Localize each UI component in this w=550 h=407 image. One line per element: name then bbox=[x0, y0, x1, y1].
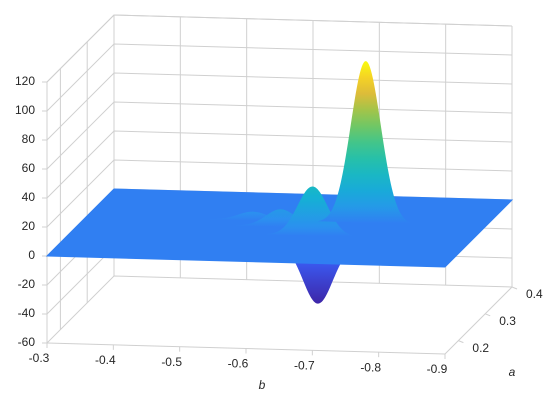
x-tick-label: -0.5 bbox=[161, 355, 182, 369]
x-tick-label: -0.8 bbox=[360, 360, 381, 374]
z-tick-label: 0 bbox=[28, 248, 35, 262]
surface-peak bbox=[317, 61, 414, 224]
z-tick-label: 60 bbox=[22, 161, 36, 175]
z-tick-label: 20 bbox=[22, 219, 36, 233]
surface-peak bbox=[264, 186, 361, 237]
x-tick-label: -0.4 bbox=[95, 353, 116, 367]
y-tick-label: 0.3 bbox=[499, 314, 516, 328]
y-tick-label: 0.2 bbox=[472, 341, 489, 355]
z-tick-label: -40 bbox=[18, 306, 36, 320]
x-tick-label: -0.7 bbox=[294, 359, 315, 373]
surface-plane bbox=[45, 188, 514, 268]
z-tick-label: -60 bbox=[18, 335, 36, 349]
tick-mark bbox=[511, 286, 518, 290]
y-axis-label: a bbox=[509, 365, 516, 379]
z-tick-label: 100 bbox=[15, 103, 35, 117]
grid-line bbox=[46, 275, 513, 344]
z-tick-label: 80 bbox=[22, 132, 36, 146]
z-tick-label: -20 bbox=[18, 277, 36, 291]
box-edge bbox=[444, 286, 513, 355]
z-tick-label: 120 bbox=[15, 74, 35, 88]
tick-mark bbox=[458, 340, 464, 344]
x-tick-label: -0.3 bbox=[29, 351, 50, 365]
tick-mark bbox=[485, 313, 491, 317]
x-axis-label: b bbox=[259, 378, 266, 392]
x-tick-label: -0.9 bbox=[427, 362, 448, 376]
x-tick-label: -0.6 bbox=[228, 357, 249, 371]
y-tick-label: 0.4 bbox=[526, 287, 543, 301]
z-tick-label: 40 bbox=[22, 190, 36, 204]
